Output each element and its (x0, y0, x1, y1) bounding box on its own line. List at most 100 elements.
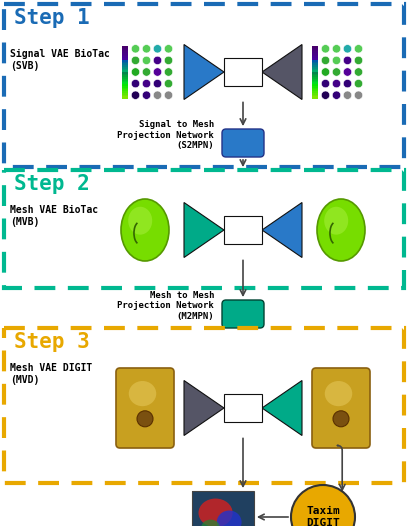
Circle shape (343, 56, 352, 65)
Text: Step 3: Step 3 (14, 332, 90, 352)
Bar (122, 49, 128, 52)
Circle shape (333, 56, 341, 65)
Bar (122, 72, 128, 74)
Bar (312, 74, 318, 76)
Circle shape (333, 45, 341, 53)
Circle shape (354, 91, 363, 99)
Circle shape (333, 79, 341, 88)
Bar (122, 48, 128, 50)
Bar (122, 74, 128, 76)
Circle shape (343, 68, 352, 76)
Polygon shape (184, 380, 224, 436)
Circle shape (153, 91, 162, 99)
Bar (122, 84, 128, 86)
Bar (122, 88, 128, 90)
Text: Taxim
DIGIT: Taxim DIGIT (306, 506, 340, 526)
Bar (122, 67, 128, 69)
FancyBboxPatch shape (312, 368, 370, 448)
Bar (122, 96, 128, 98)
Bar (192, 491, 254, 526)
Text: Mesh VAE BioTac
(MVB): Mesh VAE BioTac (MVB) (10, 205, 98, 227)
Bar (312, 80, 318, 83)
Bar (312, 68, 318, 71)
Bar (312, 51, 318, 53)
Circle shape (354, 45, 363, 53)
Bar (312, 65, 318, 67)
Circle shape (131, 68, 140, 76)
Text: Signal VAE BioTac
(SVB): Signal VAE BioTac (SVB) (10, 49, 110, 70)
Bar (122, 56, 128, 58)
Bar (312, 89, 318, 92)
Bar (122, 68, 128, 71)
Bar (312, 91, 318, 94)
Bar (312, 70, 318, 73)
Circle shape (354, 79, 363, 88)
Bar (122, 53, 128, 55)
Text: Step 1: Step 1 (14, 8, 90, 28)
Bar (312, 48, 318, 50)
Bar (122, 70, 128, 73)
FancyBboxPatch shape (222, 129, 264, 157)
Circle shape (354, 68, 363, 76)
Circle shape (322, 91, 330, 99)
Bar (312, 62, 318, 64)
Bar (312, 58, 318, 60)
Bar (312, 95, 318, 97)
Circle shape (322, 79, 330, 88)
FancyBboxPatch shape (222, 300, 264, 328)
Bar (312, 83, 318, 85)
Circle shape (164, 79, 173, 88)
Bar (122, 63, 128, 66)
Polygon shape (262, 380, 302, 436)
Ellipse shape (325, 381, 352, 406)
Bar (312, 84, 318, 86)
Circle shape (153, 45, 162, 53)
Bar (312, 49, 318, 52)
Ellipse shape (317, 199, 365, 261)
Ellipse shape (217, 511, 242, 526)
Circle shape (164, 68, 173, 76)
Bar (122, 80, 128, 83)
Circle shape (153, 79, 162, 88)
Circle shape (142, 56, 151, 65)
Bar (122, 55, 128, 57)
Circle shape (142, 68, 151, 76)
Polygon shape (262, 203, 302, 258)
Bar (312, 96, 318, 98)
Bar (122, 58, 128, 60)
Bar (122, 93, 128, 95)
Circle shape (164, 56, 173, 65)
Text: Mesh VAE DIGIT
(MVD): Mesh VAE DIGIT (MVD) (10, 363, 92, 385)
Bar (224, 394, 262, 422)
FancyBboxPatch shape (116, 368, 174, 448)
Bar (312, 75, 318, 78)
Bar (312, 55, 318, 57)
Ellipse shape (121, 199, 169, 261)
Bar (192, 491, 254, 526)
Circle shape (131, 91, 140, 99)
Bar (224, 58, 262, 86)
Bar (312, 53, 318, 55)
Circle shape (131, 79, 140, 88)
Polygon shape (184, 45, 224, 99)
Bar (122, 91, 128, 94)
Circle shape (142, 45, 151, 53)
Bar (122, 86, 128, 88)
Circle shape (343, 45, 352, 53)
Bar (122, 89, 128, 92)
Circle shape (153, 56, 162, 65)
Bar (312, 46, 318, 48)
Text: Step 2: Step 2 (14, 174, 90, 194)
Circle shape (164, 91, 173, 99)
Bar (312, 86, 318, 88)
Circle shape (142, 91, 151, 99)
Bar (122, 62, 128, 64)
Polygon shape (262, 45, 302, 99)
Bar (312, 88, 318, 90)
Bar (122, 60, 128, 62)
Ellipse shape (201, 520, 220, 526)
Circle shape (322, 68, 330, 76)
Circle shape (137, 411, 153, 427)
Circle shape (343, 91, 352, 99)
Circle shape (354, 56, 363, 65)
